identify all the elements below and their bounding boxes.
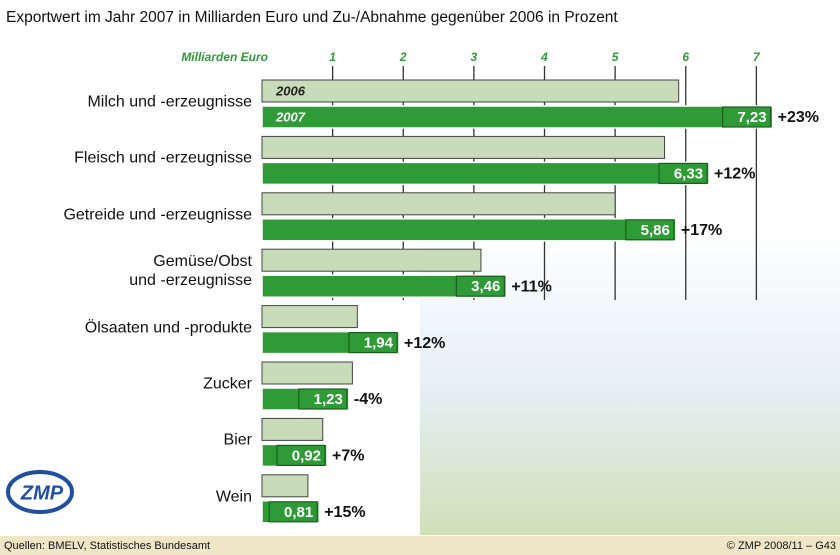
copyright: © ZMP 2008/11 – G43 bbox=[727, 540, 836, 552]
logo-ring bbox=[6, 470, 74, 514]
x-tick-label: 4 bbox=[540, 50, 548, 64]
value-label-box bbox=[722, 106, 772, 128]
x-tick-label: 5 bbox=[612, 50, 619, 64]
x-tick-label: 6 bbox=[682, 50, 689, 64]
bar-2007 bbox=[261, 330, 400, 355]
x-tick-label: 7 bbox=[753, 50, 761, 64]
value-label-box bbox=[268, 501, 318, 523]
bar-2006 bbox=[261, 305, 358, 329]
value-label-box bbox=[625, 219, 675, 241]
bar-2006 bbox=[261, 248, 482, 272]
category-label: Ölsaaten und -produkte bbox=[84, 319, 252, 337]
bar-2007 bbox=[261, 105, 774, 129]
change-label: -4% bbox=[354, 391, 382, 408]
logo: ZMP bbox=[20, 482, 64, 504]
category-label: Milch und -erzeugnisse bbox=[87, 93, 252, 111]
value-label: 1,94 bbox=[364, 335, 394, 352]
value-label-box bbox=[658, 162, 708, 184]
bar-2007 bbox=[261, 387, 350, 411]
value-label: 3,46 bbox=[471, 278, 500, 295]
x-axis-label: Milliarden Euro bbox=[181, 50, 268, 64]
change-label: +7% bbox=[332, 448, 364, 465]
value-label-box bbox=[298, 388, 348, 410]
value-label-box bbox=[276, 444, 326, 466]
value-label: 7,23 bbox=[737, 109, 766, 126]
value-label: 5,86 bbox=[641, 222, 670, 239]
x-tick-label: 1 bbox=[329, 50, 336, 64]
category-label: Gemüse/Obst und -erzeugnisse bbox=[129, 253, 252, 290]
value-label: 0,81 bbox=[284, 504, 313, 521]
bar-2007 bbox=[261, 500, 320, 524]
change-label: +23% bbox=[778, 109, 819, 126]
bar-2006 bbox=[261, 474, 309, 498]
legend-2007: 2007 bbox=[275, 109, 306, 124]
value-label: 0,92 bbox=[292, 447, 321, 464]
change-label: +11% bbox=[511, 278, 551, 295]
category-label: Bier bbox=[223, 431, 252, 449]
category-label: Getreide und -erzeugnisse bbox=[63, 206, 252, 224]
change-label: +17% bbox=[681, 222, 722, 239]
category-label: Fleisch und -erzeugnisse bbox=[74, 149, 252, 167]
value-label-box bbox=[348, 332, 398, 354]
chart-title: Exportwert im Jahr 2007 in Milliarden Eu… bbox=[6, 9, 618, 26]
legend-2006: 2006 bbox=[275, 83, 306, 98]
change-label: +15% bbox=[324, 504, 365, 521]
bar-2006 bbox=[261, 79, 680, 103]
source: Quellen: BMELV, Statistisches Bundesamt bbox=[4, 540, 210, 552]
change-label: +12% bbox=[714, 166, 755, 183]
value-label: 1,23 bbox=[314, 391, 343, 408]
bar-2007 bbox=[261, 443, 328, 468]
bar-2006 bbox=[261, 417, 324, 441]
category-label: Zucker bbox=[203, 375, 252, 393]
bar-2006 bbox=[261, 135, 666, 159]
bar-2006 bbox=[261, 192, 616, 216]
x-tick-label: 2 bbox=[399, 50, 407, 64]
category-label: Wein bbox=[215, 488, 252, 506]
bar-2007 bbox=[261, 218, 677, 242]
x-tick-label: 3 bbox=[471, 50, 478, 64]
bar-2007 bbox=[261, 161, 710, 186]
bar-2006 bbox=[261, 361, 353, 385]
footer-bar bbox=[0, 536, 840, 555]
value-label: 6,33 bbox=[674, 165, 703, 182]
bar-2007 bbox=[261, 274, 508, 298]
change-label: +12% bbox=[404, 335, 445, 352]
value-label-box bbox=[455, 275, 505, 297]
